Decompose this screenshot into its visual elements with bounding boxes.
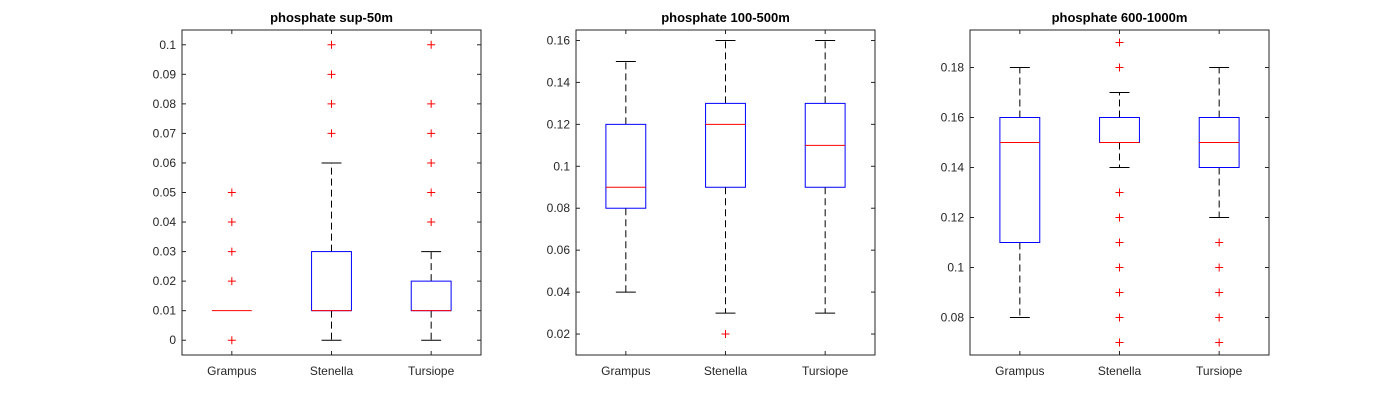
box (705, 102, 746, 188)
outlier-marker (1115, 213, 1124, 222)
y-tick-label: 0.04 (153, 215, 177, 229)
y-tick-label: 0.1 (947, 261, 964, 275)
outlier-marker (227, 277, 236, 286)
chart-title: phosphate sup-50m (270, 10, 393, 25)
outlier-marker (1215, 338, 1224, 347)
outlier-marker (1115, 338, 1124, 347)
y-tick-label: 0.12 (547, 117, 571, 131)
y-tick-label: 0.02 (547, 327, 571, 341)
y-tick-label: 0.06 (153, 156, 177, 170)
y-tick-label: 0.1 (159, 38, 176, 52)
outlier-marker (1115, 63, 1124, 72)
y-tick-label: 0.12 (941, 211, 965, 225)
outlier-marker (427, 129, 436, 138)
category-label: Tursiope (802, 364, 849, 378)
outlier-marker (1115, 238, 1124, 247)
y-tick-label: 0.06 (547, 243, 571, 257)
y-tick-label: 0.18 (941, 61, 965, 75)
chart-panel-2: phosphate 100-500m 0.02 0.04 0.06 0.08 0.1 0.1… (547, 10, 876, 378)
y-tick-label: 0.02 (153, 274, 177, 288)
category-label: Tursiope (408, 364, 455, 378)
outlier-marker (1115, 38, 1124, 47)
box (410, 280, 452, 312)
outlier-marker (327, 129, 336, 138)
category-label: Grampus (207, 364, 256, 378)
y-tick-label: 0 (169, 333, 176, 347)
outlier-marker (227, 336, 236, 345)
category-label: Grampus (601, 364, 650, 378)
outlier-marker (1215, 238, 1224, 247)
category-label: Stenella (310, 364, 354, 378)
outlier-marker (1115, 288, 1124, 297)
chart-panel-1: phosphate sup-50m 0 0.01 0.02 0.03 0.04 0.05 0.… (153, 10, 482, 378)
y-tick-label: 0.08 (941, 311, 965, 325)
outlier-marker (427, 40, 436, 49)
category-label: Stenella (1098, 364, 1142, 378)
outlier-marker (227, 247, 236, 256)
outlier-marker (427, 218, 436, 227)
outlier-marker (327, 99, 336, 108)
y-tick-label: 0.16 (547, 33, 571, 47)
box (311, 251, 352, 312)
y-tick-label: 0.07 (153, 126, 177, 140)
y-tick-label: 0.03 (153, 245, 177, 259)
outlier-marker (427, 188, 436, 197)
box (605, 123, 647, 209)
y-tick-label: 0.14 (941, 161, 965, 175)
outlier-marker (327, 70, 336, 79)
category-label: Grampus (995, 364, 1044, 378)
y-tick-label: 0.05 (153, 186, 177, 200)
category-label: Stenella (704, 364, 748, 378)
y-tick-label: 0.1 (553, 159, 570, 173)
box (1099, 117, 1140, 143)
outlier-marker (427, 99, 436, 108)
outlier-marker (227, 218, 236, 227)
outlier-marker (427, 158, 436, 167)
outlier-marker (1215, 288, 1224, 297)
y-tick-label: 0.16 (941, 111, 965, 125)
outlier-marker (327, 40, 336, 49)
y-tick-label: 0.08 (153, 97, 177, 111)
outlier-marker (1215, 313, 1224, 322)
outlier-marker (1115, 188, 1124, 197)
chart-panel-3: phosphate 600-1000m 0.08 0.1 0.12 0.14 0.16 0.… (941, 10, 1270, 378)
chart-title: phosphate 100-500m (661, 10, 790, 25)
outlier-marker (721, 330, 730, 339)
chart-title: phosphate 600-1000m (1052, 10, 1188, 25)
outlier-marker (1115, 313, 1124, 322)
outlier-marker (227, 188, 236, 197)
outlier-marker (1215, 263, 1224, 272)
box (999, 117, 1041, 243)
y-tick-label: 0.04 (547, 285, 571, 299)
y-tick-label: 0.01 (153, 304, 177, 318)
y-tick-label: 0.14 (547, 75, 571, 89)
outlier-marker (1115, 263, 1124, 272)
y-tick-label: 0.09 (153, 67, 177, 81)
y-tick-label: 0.08 (547, 201, 571, 215)
category-label: Tursiope (1196, 364, 1243, 378)
